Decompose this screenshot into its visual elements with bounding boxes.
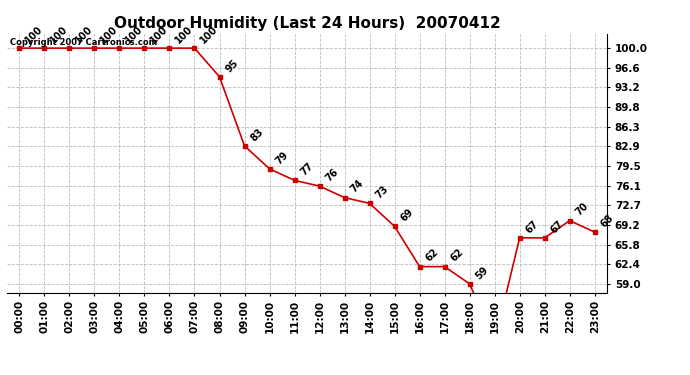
Text: 74: 74 <box>348 178 365 195</box>
Text: 59: 59 <box>474 264 491 281</box>
Text: 69: 69 <box>399 207 415 224</box>
Text: 100: 100 <box>199 24 220 45</box>
Text: 67: 67 <box>524 219 540 235</box>
Text: 100: 100 <box>23 24 45 45</box>
Text: 95: 95 <box>224 57 240 74</box>
Text: 100: 100 <box>148 24 170 45</box>
Text: 49: 49 <box>0 374 1 375</box>
Text: Copyright 2007 Cartronics.com: Copyright 2007 Cartronics.com <box>10 38 157 46</box>
Text: 76: 76 <box>324 167 340 183</box>
Text: 100: 100 <box>124 24 145 45</box>
Text: 83: 83 <box>248 126 266 143</box>
Text: 100: 100 <box>48 24 70 45</box>
Text: 79: 79 <box>274 150 290 166</box>
Text: 70: 70 <box>574 201 591 218</box>
Text: 68: 68 <box>599 213 615 230</box>
Text: 62: 62 <box>424 247 440 264</box>
Text: 100: 100 <box>74 24 95 45</box>
Title: Outdoor Humidity (Last 24 Hours)  20070412: Outdoor Humidity (Last 24 Hours) 2007041… <box>114 16 500 31</box>
Text: 100: 100 <box>174 24 195 45</box>
Text: 100: 100 <box>99 24 120 45</box>
Text: 73: 73 <box>374 184 391 201</box>
Text: 67: 67 <box>549 219 565 235</box>
Text: 62: 62 <box>448 247 465 264</box>
Text: 77: 77 <box>299 161 315 178</box>
